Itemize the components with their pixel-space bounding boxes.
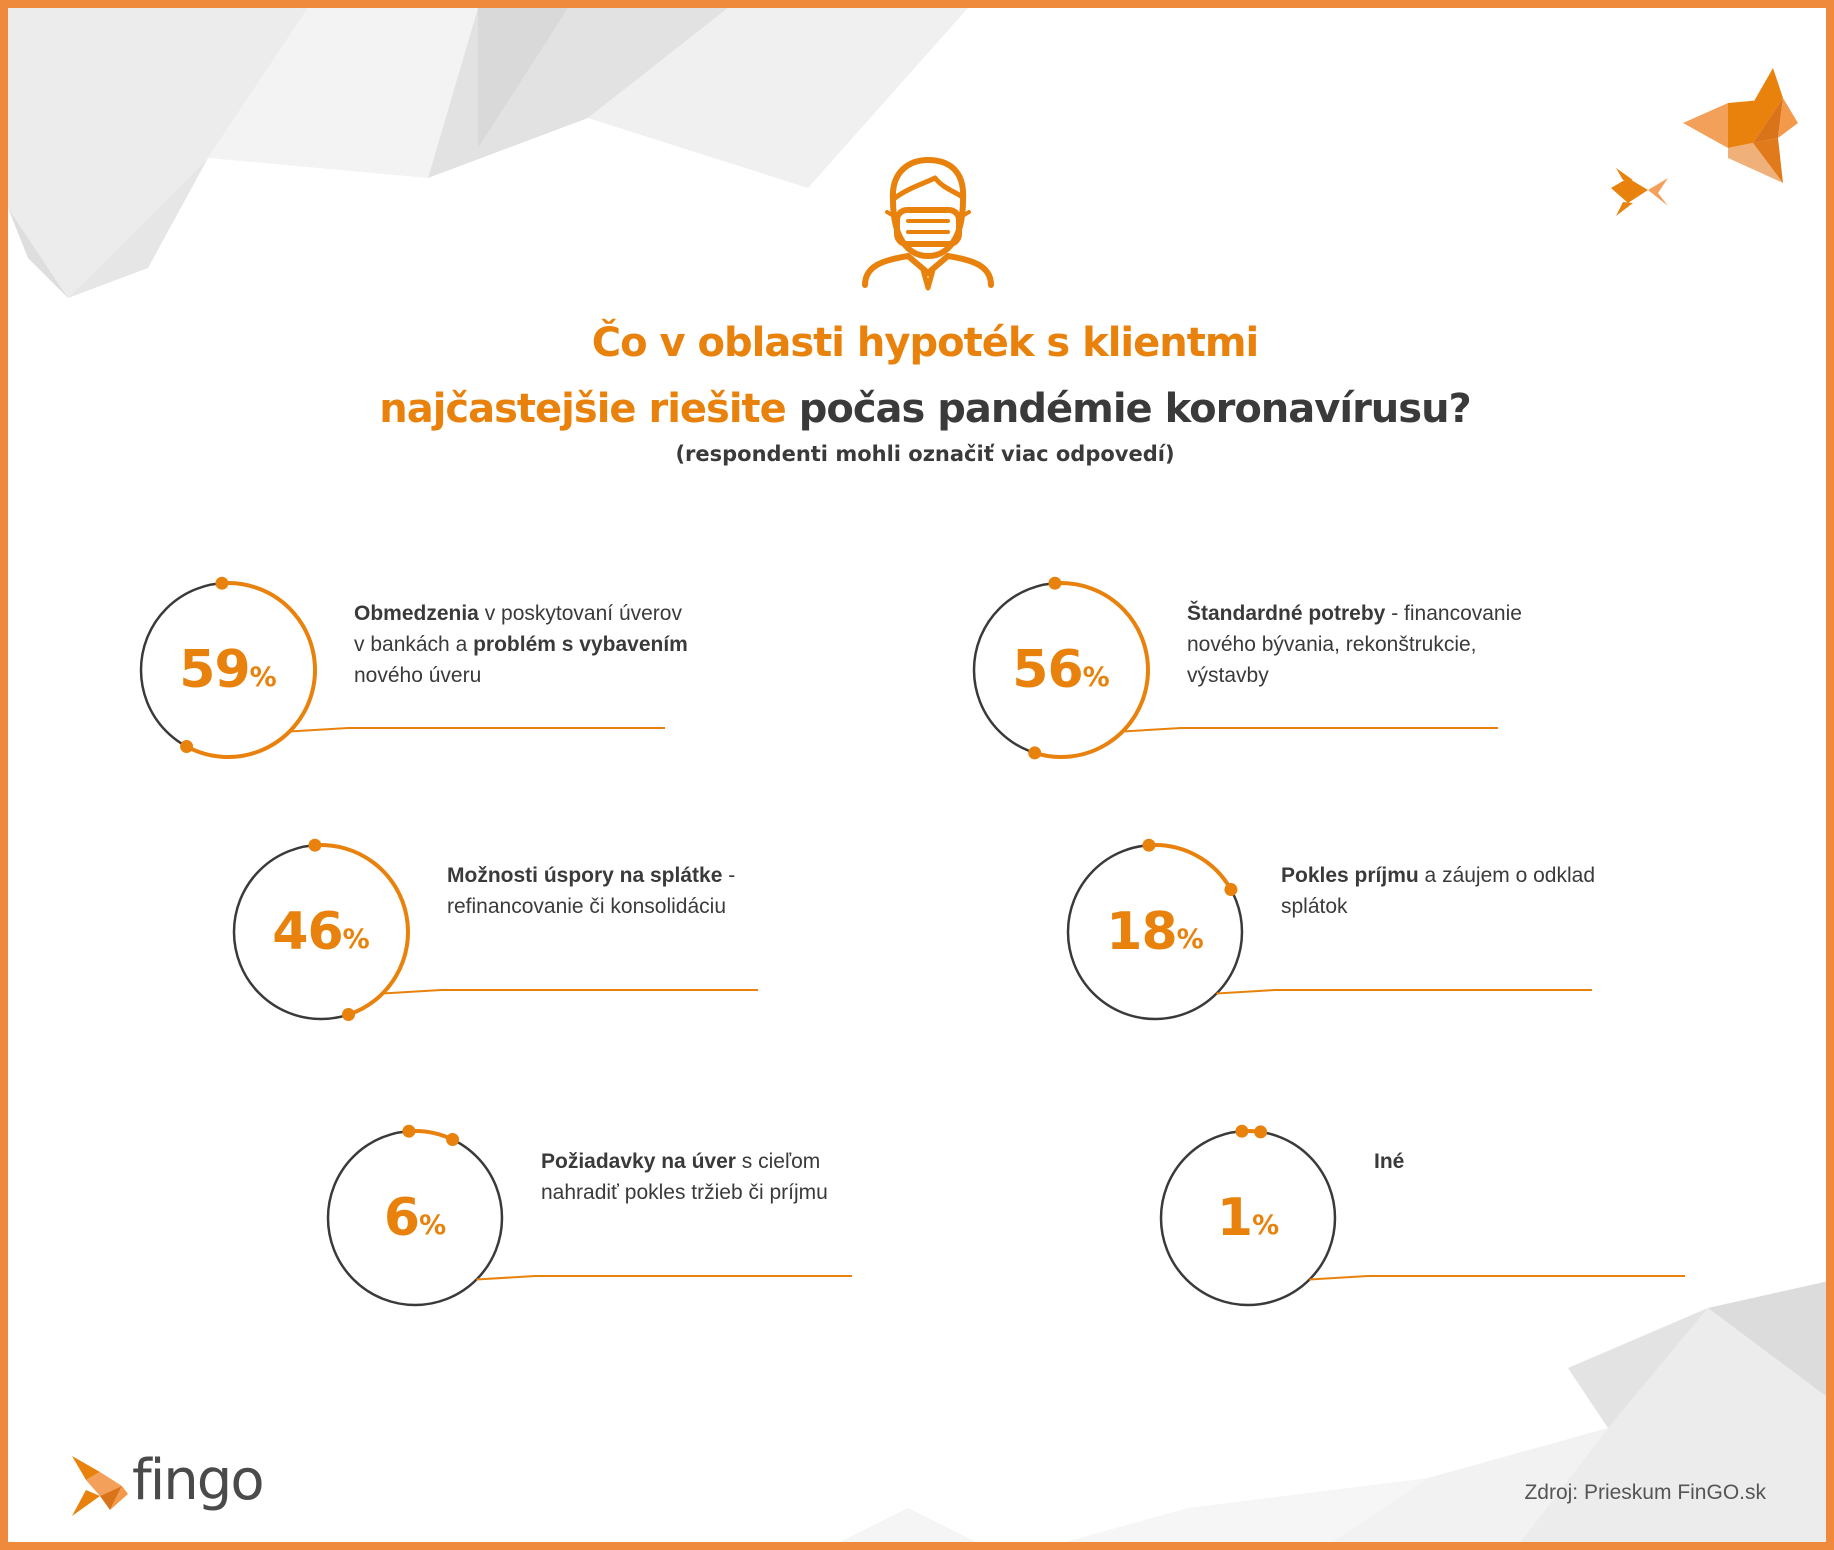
logo-text: fingo <box>132 1448 265 1513</box>
stat-value: 56% <box>971 580 1151 760</box>
stat-number: 6 <box>383 1188 420 1248</box>
stat-description: Pokles príjmu a záujem o odklad splátok <box>1281 860 1621 922</box>
arc-end-dot <box>180 740 194 754</box>
value-arc <box>1148 843 1233 891</box>
stat-description: Možnosti úspory na splátke - refinancova… <box>447 860 787 922</box>
value-arc <box>314 843 410 1017</box>
stat-item: 18% Pokles príjmu a záujem o odklad splát… <box>1065 838 1625 1042</box>
stat-description: Požiadavky na úver s cieľom nahradiť pok… <box>541 1146 881 1208</box>
stat-number: 46 <box>272 902 343 962</box>
arc-end-dot <box>341 1008 355 1022</box>
title-highlight: najčastejšie riešite <box>379 386 787 432</box>
desc-bold: Pokles príjmu <box>1281 864 1419 887</box>
arc-start-dot <box>402 1124 416 1138</box>
stat-number: 56 <box>1012 640 1083 700</box>
leader-line <box>1122 727 1498 733</box>
stat-number: 18 <box>1106 902 1177 962</box>
stat-number: 1 <box>1216 1188 1253 1248</box>
desc-bold: problém s vybavením <box>473 633 688 656</box>
arc-end-dot <box>446 1133 460 1147</box>
stat-item: 46% Možnosti úspory na splátke - refinanc… <box>231 838 791 1042</box>
title-rest: počas pandémie koronavírusu? <box>798 386 1472 432</box>
leader-line <box>1216 989 1592 995</box>
value-arc <box>185 581 317 759</box>
stat-description: Iné <box>1374 1146 1714 1177</box>
stat-value: 6% <box>325 1128 505 1308</box>
arc-end-dot <box>1254 1125 1268 1139</box>
desc-bold: Štandardné potreby <box>1187 602 1386 625</box>
fish-logo-icon <box>72 1456 128 1516</box>
stat-item: 59% Obmedzenia v poskytovaní úverov v ban… <box>138 576 698 780</box>
stat-value: 1% <box>1158 1128 1338 1308</box>
chart-title-line2: najčastejšie riešite počas pandémie koro… <box>8 386 1826 432</box>
stat-percent-sign: % <box>249 661 277 693</box>
stat-ring <box>1066 838 1592 1021</box>
desc-text: v poskytovaní úverov v bankách a <box>354 602 682 656</box>
stat-percent-sign: % <box>342 923 370 955</box>
arc-end-dot <box>1028 746 1042 760</box>
desc-bold: Možnosti úspory na splátke <box>447 864 723 887</box>
chart-subtitle: (respondenti mohli označiť viac odpovedí… <box>675 442 1175 466</box>
desc-text: s cieľom nahradiť pokles tržieb či príjm… <box>541 1150 828 1204</box>
stat-value: 59% <box>138 580 318 760</box>
stat-value: 18% <box>1065 842 1245 1022</box>
stat-percent-sign: % <box>1252 1209 1280 1241</box>
stat-description: Štandardné potreby - financovanie nového… <box>1187 598 1527 691</box>
stat-ring <box>326 1124 852 1307</box>
desc-bold: Iné <box>1374 1150 1405 1173</box>
chart-title-line1: Čo v oblasti hypoték s klientmi <box>591 320 1259 366</box>
stat-ring <box>139 576 665 759</box>
desc-bold: Požiadavky na úver <box>541 1150 736 1173</box>
arc-start-dot <box>1142 838 1156 852</box>
stat-percent-sign: % <box>419 1209 447 1241</box>
desc-text: a záujem o odklad splátok <box>1281 864 1595 918</box>
arc-end-dot <box>1224 883 1238 897</box>
source-note: Zdroj: Prieskum FinGO.sk <box>1524 1481 1766 1504</box>
arc-start-dot <box>1235 1124 1249 1138</box>
desc-text: nového úveru <box>354 664 482 687</box>
desc-text: - financovanie nového bývania, rekonštru… <box>1187 602 1522 687</box>
stat-item: 56% Štandardné potreby - financovanie nov… <box>971 576 1531 780</box>
stat-value: 46% <box>231 842 411 1022</box>
stat-description: Obmedzenia v poskytovaní úverov v bankác… <box>354 598 694 691</box>
stat-percent-sign: % <box>1176 923 1204 955</box>
stat-ring <box>972 576 1498 760</box>
leader-line <box>1309 1275 1685 1281</box>
value-arc <box>1034 581 1150 759</box>
stat-item: 6% Požiadavky na úver s cieľom nahradiť p… <box>325 1124 885 1328</box>
arc-start-dot <box>308 838 322 852</box>
masked-person-icon <box>862 157 994 291</box>
arc-start-dot <box>1048 576 1062 590</box>
leader-line <box>289 727 665 733</box>
stat-item: 1% Iné <box>1158 1124 1718 1328</box>
desc-text: - refinancovanie či konsolidáciu <box>447 864 736 918</box>
leader-line <box>476 1275 852 1281</box>
stat-percent-sign: % <box>1082 661 1110 693</box>
stat-ring <box>1159 1124 1685 1307</box>
arc-start-dot <box>215 576 229 590</box>
stat-ring <box>232 838 758 1022</box>
leader-line <box>382 989 758 995</box>
desc-bold: Obmedzenia <box>354 602 479 625</box>
stat-number: 59 <box>179 640 250 700</box>
